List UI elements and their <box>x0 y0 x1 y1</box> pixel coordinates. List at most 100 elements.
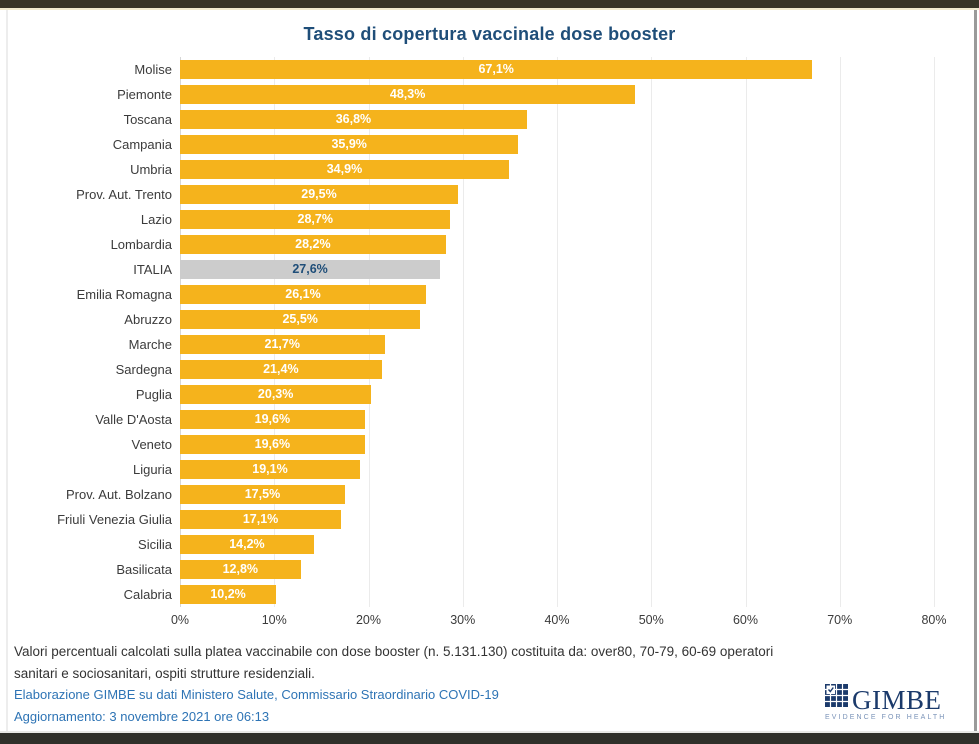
bar-row: 35,9% <box>180 135 519 154</box>
region-label: Basilicata <box>116 562 172 577</box>
gridline <box>651 57 653 607</box>
bar-row: 19,6% <box>180 435 365 454</box>
region-label: Umbria <box>130 162 172 177</box>
bar-value-label: 29,5% <box>301 187 337 201</box>
region-labels-column: Molise Piemonte Toscana Campania Umbria Prov.… <box>0 57 172 607</box>
x-axis-tick-label: 80% <box>921 613 947 627</box>
region-label: ITALIA <box>133 262 172 277</box>
bar-row: 25,5% <box>180 310 421 329</box>
bar-value-label: 21,4% <box>263 362 299 376</box>
x-axis-tick-label: 10% <box>261 613 287 627</box>
x-axis-tick-label: 30% <box>450 613 476 627</box>
source-block: Elaborazione GIMBE su dati Ministero Sal… <box>14 684 844 728</box>
bar-value-label: 19,6% <box>254 412 291 426</box>
bar-row: 19,6% <box>180 410 365 429</box>
x-axis-tick-labels: 0% 10% 20% 30% 40% 50% 60% 70% 80% <box>0 613 979 631</box>
x-axis-tick-label: 70% <box>827 613 853 627</box>
bar-value-label: 26,1% <box>285 287 321 301</box>
bar-chart-plot-area: 67,1% 48,3% 36,8% 35,9% 34,9% 29,5% 28,7% 28,2%… <box>180 57 935 607</box>
bar-row: 48,3% <box>180 85 636 104</box>
gridline <box>557 57 558 607</box>
bar-value-label: 34,9% <box>326 162 363 176</box>
bar-value-label: 17,1% <box>242 512 279 526</box>
update-timestamp-line: Aggiornamento: 3 novembre 2021 ore 06:13 <box>14 709 270 725</box>
bar-value-label: 12,8% <box>222 562 259 576</box>
bar-value-label: 17,5% <box>244 487 281 501</box>
footnote-text: Valori percentuali calcolati sulla plate… <box>14 644 774 681</box>
bar-value-label: 19,6% <box>254 437 291 451</box>
bar-value-label: 25,5% <box>282 312 318 326</box>
region-label: Sardegna <box>115 362 172 377</box>
bar-row: 34,9% <box>180 160 509 179</box>
x-axis-tick-label: 60% <box>732 613 759 627</box>
region-label: Prov. Aut. Bolzano <box>66 487 172 502</box>
gridline <box>274 57 276 607</box>
gridline <box>462 57 464 607</box>
region-label: Calabria <box>123 587 172 602</box>
bar-value-label: 36,8% <box>335 112 372 126</box>
bar-value-label: 14,2% <box>229 537 265 551</box>
bar-value-label: 27,6% <box>292 262 328 276</box>
region-label: Veneto <box>131 437 173 452</box>
region-label: Lazio <box>140 212 172 227</box>
bar-row: 21,4% <box>180 360 382 379</box>
region-label: Prov. Aut. Trento <box>76 187 172 202</box>
window-right-border <box>974 10 977 731</box>
bar-row: 28,2% <box>180 235 446 254</box>
x-axis-tick-label: 0% <box>170 613 190 627</box>
bar-italia-highlight: 27,6% <box>180 260 441 279</box>
bar-value-label: 21,7% <box>264 337 300 351</box>
bar-value-label: 67,1% <box>478 62 514 76</box>
window-bottom-border <box>0 731 979 744</box>
gimbe-logo: GIMBE EVIDENCE FOR HEALTH <box>825 684 945 721</box>
region-label: Friuli Venezia Giulia <box>57 512 172 527</box>
bar-value-label: 35,9% <box>331 137 367 151</box>
window-top-border <box>0 0 979 10</box>
region-label: Toscana <box>123 112 172 127</box>
region-label: Sicilia <box>138 537 172 552</box>
region-label: Lombardia <box>110 237 172 252</box>
chart-title: Tasso di copertura vaccinale dose booste… <box>303 24 676 44</box>
gimbe-tagline: EVIDENCE FOR HEALTH <box>825 714 947 721</box>
bar-value-label: 48,3% <box>389 87 426 101</box>
bar-row: 19,1% <box>180 460 361 479</box>
bar-row: 14,2% <box>180 535 314 554</box>
bar-row: 26,1% <box>180 285 426 304</box>
gridline <box>368 57 370 607</box>
x-axis-tick-label: 50% <box>638 613 664 627</box>
bar-row: 10,2% <box>180 585 277 604</box>
region-label: Marche <box>128 337 172 352</box>
bar-row: 17,5% <box>180 485 345 504</box>
bar-row: 12,8% <box>180 560 301 579</box>
y-axis-line <box>180 57 181 607</box>
bar-row: 67,1% <box>180 60 813 79</box>
region-label: Molise <box>134 62 172 77</box>
bar-row: 20,3% <box>180 385 372 404</box>
bar-value-label: 19,1% <box>252 462 288 476</box>
x-axis-tick-label: 20% <box>355 613 382 627</box>
bar-row: 29,5% <box>180 185 459 204</box>
region-label: Abruzzo <box>124 312 172 327</box>
window-left-border <box>6 10 8 731</box>
bar-row: 36,8% <box>180 110 527 129</box>
region-label: Puglia <box>135 387 172 402</box>
region-label: Valle D'Aosta <box>95 412 172 427</box>
bar-row: 17,1% <box>180 510 342 529</box>
gridline <box>745 57 747 607</box>
bar-value-label: 20,3% <box>257 387 294 401</box>
gimbe-grid-icon <box>825 684 848 712</box>
bar-row: 21,7% <box>180 335 385 354</box>
gimbe-wordmark: GIMBE <box>852 685 942 715</box>
bar-value-label: 28,7% <box>297 212 333 226</box>
gridline <box>839 57 841 607</box>
region-label: Liguria <box>132 462 172 477</box>
region-label: Campania <box>112 137 172 152</box>
source-line: Elaborazione GIMBE su dati Ministero Sal… <box>14 687 499 702</box>
region-label: Piemonte <box>117 87 172 102</box>
bar-value-label: 10,2% <box>210 587 246 601</box>
bar-value-label: 28,2% <box>295 237 331 251</box>
region-label: Emilia Romagna <box>76 287 172 302</box>
bar-row: 28,7% <box>180 210 451 229</box>
gridline <box>934 57 935 607</box>
